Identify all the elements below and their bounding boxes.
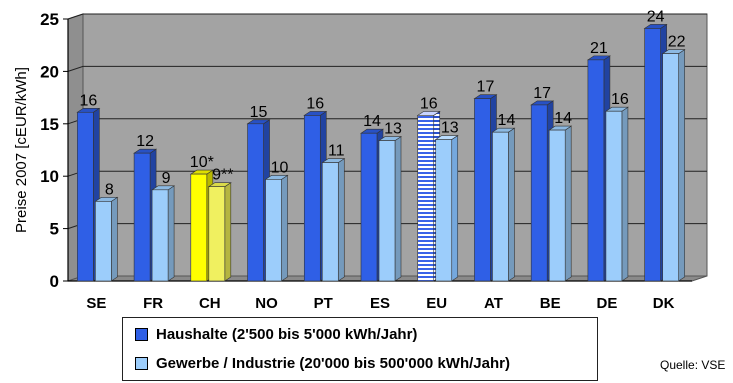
data-label-haushalte: 16: [306, 95, 324, 112]
bar-haushalte-be-front: [530, 104, 548, 282]
legend: Haushalte (2'500 bis 5'000 kWh/Jahr) Gew…: [122, 317, 598, 381]
bar-gewerbe-de-front: [605, 110, 623, 282]
bar-gewerbe-be-side: [564, 125, 572, 282]
data-label-gewerbe: 8: [105, 181, 114, 198]
gridline: [67, 65, 707, 72]
bar-gewerbe-dk-side: [678, 49, 685, 282]
y-axis-label: Preise 2007 [cEUR/kWh]: [13, 67, 30, 233]
data-label-gewerbe: 14: [498, 112, 516, 129]
bar-gewerbe-no-side: [281, 174, 288, 282]
bar-gewerbe-es-front: [378, 140, 396, 282]
data-label-gewerbe: 9**: [212, 167, 233, 184]
bar-haushalte-ch-front: [190, 173, 208, 282]
data-label-gewerbe: 13: [384, 121, 402, 138]
data-label-gewerbe: 14: [554, 110, 572, 127]
bar-gewerbe-se-side: [111, 196, 118, 282]
data-label-haushalte: 10*: [190, 154, 214, 171]
y-tick-label: 20: [40, 62, 59, 81]
y-tick-label: 25: [40, 10, 59, 29]
x-tick-label: BE: [540, 295, 561, 312]
bar-gewerbe-ch: [207, 182, 232, 282]
bar-gewerbe-pt: [321, 158, 346, 282]
bar-gewerbe-fr-front: [151, 189, 169, 282]
bar-haushalte-eu-front: [417, 115, 435, 282]
bar-haushalte-de-front: [587, 59, 605, 282]
y-tick-label: 5: [50, 220, 59, 239]
bar-gewerbe-be-front: [548, 129, 566, 282]
bar-gewerbe-eu-side: [451, 134, 459, 282]
data-label-gewerbe: 10: [271, 159, 289, 176]
bar-gewerbe-pt-side: [337, 158, 345, 282]
bar-gewerbe-se-front: [95, 201, 112, 282]
bar-haushalte-dk-front: [644, 28, 661, 282]
data-label-gewerbe: 16: [611, 91, 629, 108]
bar-haushalte-se-front: [77, 111, 94, 282]
bar-gewerbe-dk: [661, 49, 686, 282]
data-label-haushalte: 14: [363, 113, 381, 130]
bar-gewerbe-es-side: [394, 136, 402, 282]
data-label-haushalte: 12: [136, 133, 154, 150]
bar-gewerbe-fr: [151, 185, 176, 282]
y-tick-label: 10: [40, 167, 59, 186]
bar-gewerbe-ch-front: [208, 186, 226, 282]
data-label-gewerbe: 13: [441, 120, 459, 137]
bar-haushalte-fr-front: [133, 152, 151, 282]
data-label-gewerbe: 22: [668, 34, 686, 51]
bar-gewerbe-no-front: [265, 179, 282, 282]
data-label-haushalte: 16: [420, 95, 438, 112]
x-tick-label: NO: [255, 295, 278, 312]
source-note: Quelle: VSE: [660, 358, 726, 372]
legend-item-haushalte: Haushalte (2'500 bis 5'000 kWh/Jahr): [135, 323, 417, 345]
legend-label-gewerbe: Gewerbe / Industrie (20'000 bis 500'000 …: [156, 354, 510, 372]
bar-gewerbe-se: [94, 196, 119, 282]
bar-gewerbe-eu: [434, 134, 459, 282]
bar-gewerbe-no: [264, 174, 289, 282]
y-tick-label: 0: [50, 272, 59, 291]
bar-gewerbe-de-side: [621, 106, 629, 282]
gridline: [67, 13, 707, 20]
bar-gewerbe-be: [548, 125, 573, 282]
y-tick-label: 15: [40, 115, 59, 134]
x-tick-label: ES: [370, 295, 390, 312]
x-tick-label: DK: [653, 295, 675, 312]
bar-gewerbe-fr-side: [167, 185, 175, 282]
bar-gewerbe-dk-front: [662, 53, 679, 282]
data-label-gewerbe: 11: [328, 143, 345, 160]
bar-haushalte-se: [76, 107, 101, 282]
bar-gewerbe-es: [378, 136, 402, 282]
bar-haushalte-at-front: [474, 98, 491, 282]
data-label-gewerbe: 9: [162, 170, 171, 187]
legend-swatch-gewerbe: [135, 356, 148, 370]
x-tick-label: FR: [143, 295, 163, 312]
legend-item-gewerbe: Gewerbe / Industrie (20'000 bis 500'000 …: [135, 352, 510, 374]
legend-label-haushalte: Haushalte (2'500 bis 5'000 kWh/Jahr): [156, 325, 418, 343]
bar-gewerbe-at-side: [508, 127, 515, 282]
bar-haushalte-no-front: [247, 123, 264, 282]
bar-gewerbe-pt-front: [321, 162, 339, 282]
bar-gewerbe-at-front: [492, 131, 509, 282]
x-tick-label: CH: [199, 295, 221, 312]
x-tick-label: PT: [314, 295, 333, 312]
data-label-haushalte: 17: [533, 85, 551, 102]
bar-gewerbe-de: [604, 106, 629, 282]
data-label-haushalte: 21: [590, 40, 608, 57]
bar-gewerbe-eu-front: [435, 139, 453, 282]
x-tick-label: DE: [596, 295, 617, 312]
bar-haushalte-eu: [416, 110, 441, 282]
data-label-haushalte: 15: [250, 104, 268, 121]
data-label-haushalte: 17: [477, 79, 495, 96]
x-tick-label: AT: [484, 295, 503, 312]
bar-gewerbe-at: [491, 127, 516, 282]
x-tick-label: EU: [426, 295, 447, 312]
bar-haushalte-es-front: [360, 132, 378, 282]
bar-chart: 0 5 10 15 20 25 Preise 2007 [cEUR/kWh] 16 8 SE 12 9…: [13, 8, 708, 312]
bar-gewerbe-ch-side: [224, 182, 232, 282]
legend-swatch-haushalte: [135, 327, 148, 341]
bar-haushalte-pt-front: [303, 115, 321, 282]
x-tick-label: SE: [86, 295, 106, 312]
data-label-haushalte: 16: [79, 92, 97, 109]
data-label-haushalte: 24: [647, 8, 665, 25]
